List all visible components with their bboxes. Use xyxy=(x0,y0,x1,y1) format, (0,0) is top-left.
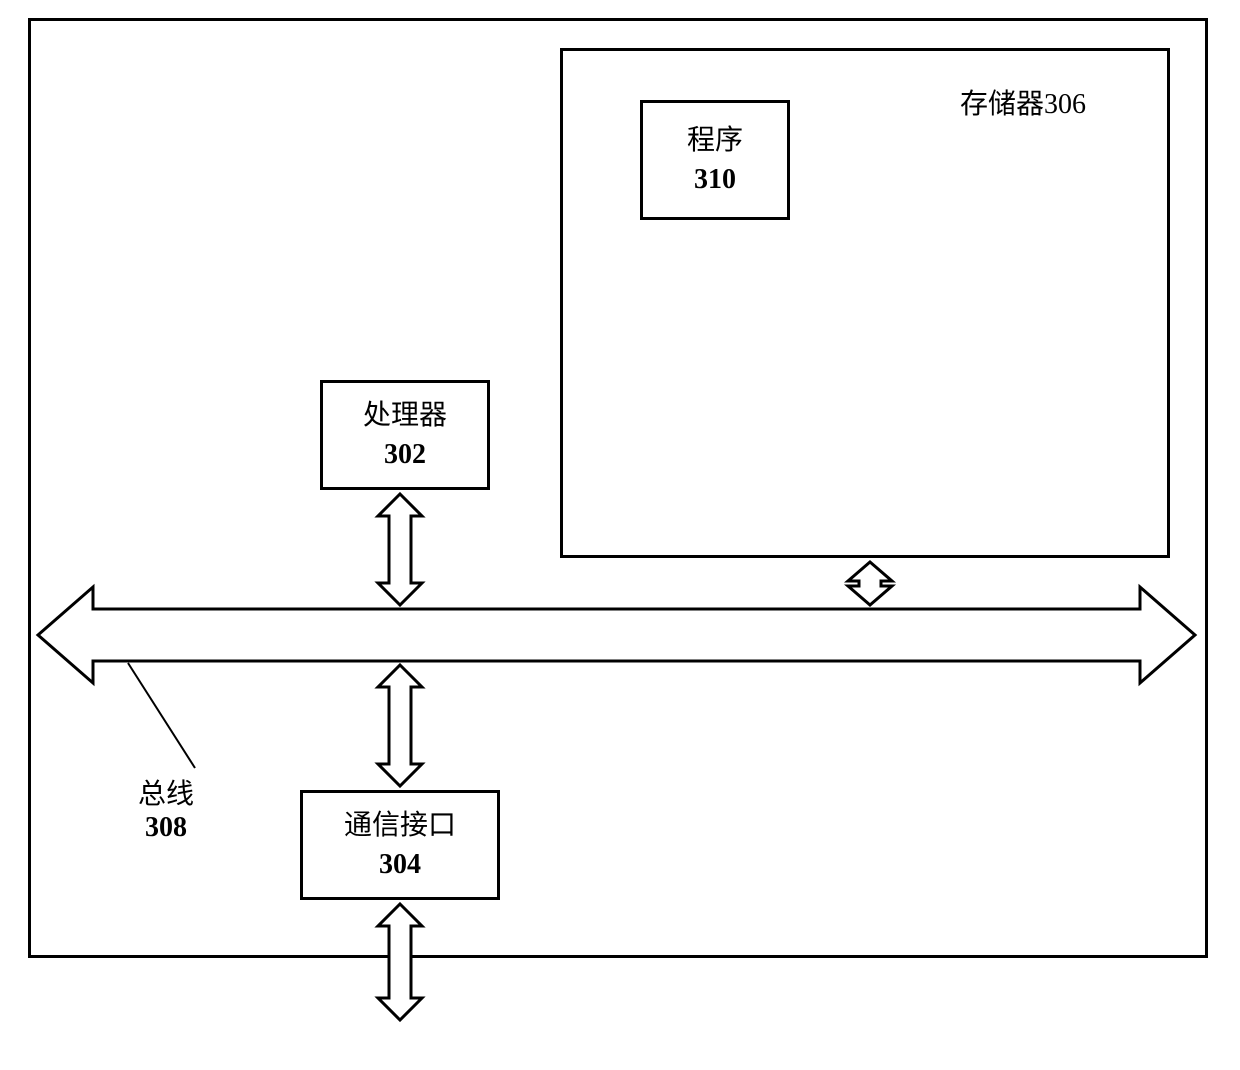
bus-label-group: 总线 308 xyxy=(138,772,194,844)
program-number: 310 xyxy=(694,160,736,199)
comm-interface-label: 通信接口 xyxy=(344,806,456,845)
memory-number: 306 xyxy=(1044,89,1086,120)
processor-number: 302 xyxy=(384,435,426,474)
processor-box: 处理器 302 xyxy=(320,380,490,490)
memory-label: 存储器 xyxy=(960,89,1044,120)
bus-number: 308 xyxy=(138,812,194,844)
bus-label: 总线 xyxy=(138,772,194,812)
program-label: 程序 xyxy=(687,121,743,160)
comm-interface-number: 304 xyxy=(379,845,421,884)
memory-label-group: 存储器306 xyxy=(960,82,1086,122)
comm-interface-box: 通信接口 304 xyxy=(300,790,500,900)
program-box: 程序 310 xyxy=(640,100,790,220)
processor-label: 处理器 xyxy=(363,396,447,435)
